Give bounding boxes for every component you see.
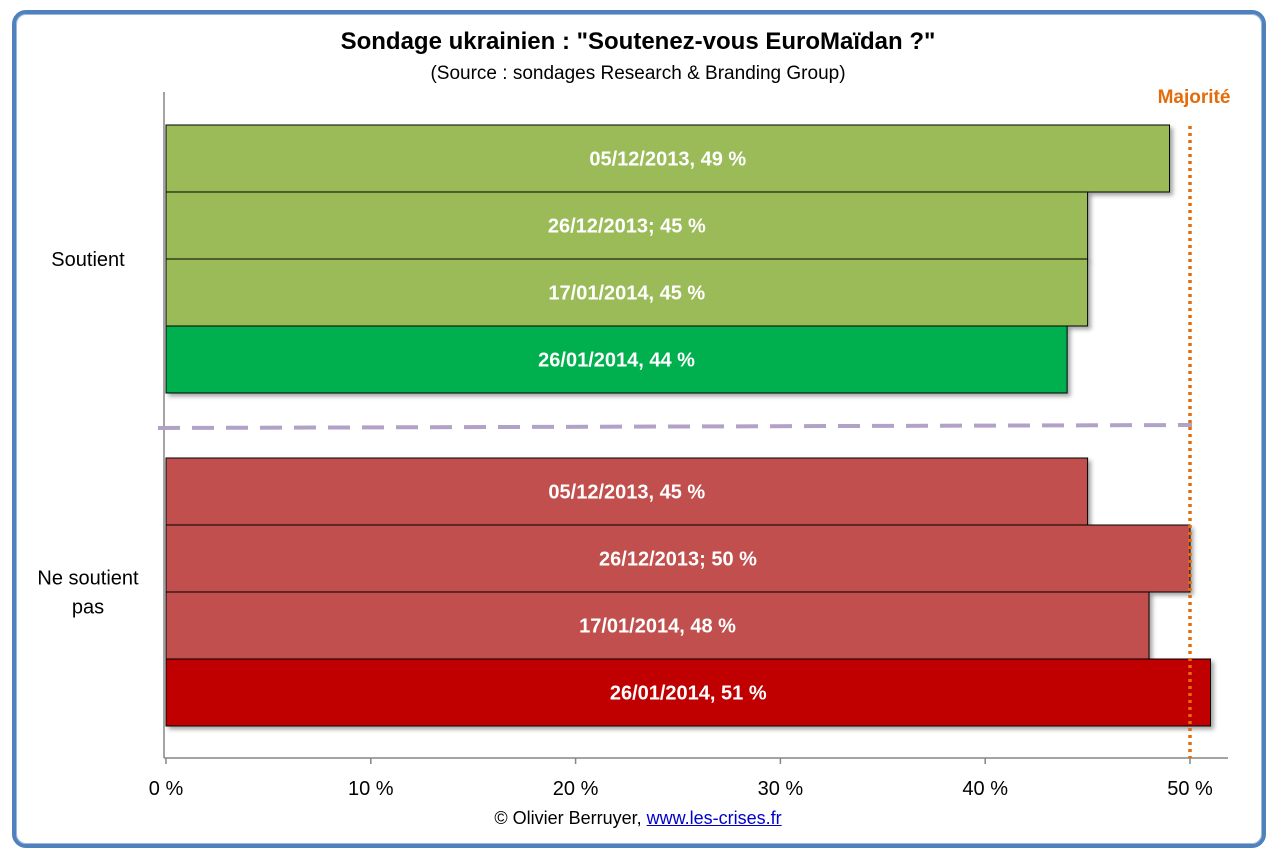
x-tick-label: 30 % [758,778,804,800]
chart-title: Sondage ukrainien : "Soutenez-vous EuroM… [340,28,936,55]
bar[interactable] [165,457,1089,526]
category-label: pas [72,597,104,619]
bar[interactable] [165,524,1191,593]
x-tick-label: 0 % [149,778,184,800]
x-tick-label: 50 % [1167,778,1213,800]
bar-data-label: 26/12/2013; 45 % [548,216,706,238]
x-tick-label: 20 % [553,778,599,800]
bar[interactable] [165,325,1068,394]
category-label: Ne soutient [37,568,139,590]
bar[interactable] [165,124,1171,193]
bar[interactable] [165,591,1150,660]
bar[interactable] [165,658,1211,727]
majority-label: Majorité [1158,87,1231,108]
bar-data-label: 17/01/2014, 48 % [579,616,736,638]
bar-data-label: 17/01/2014, 45 % [548,283,705,305]
credit-line: © Olivier Berruyer, www.les-crises.fr [0,808,1276,829]
bar-data-label: 05/12/2013, 49 % [589,149,746,171]
credit-text: © Olivier Berruyer, [494,808,642,828]
group-separator-line [157,423,1193,430]
x-tick-label: 40 % [962,778,1008,800]
bar-data-label: 05/12/2013, 45 % [548,482,705,504]
bar-data-label: 26/01/2014, 44 % [538,350,695,372]
bar-data-label: 26/01/2014, 51 % [610,683,767,705]
credit-link[interactable]: www.les-crises.fr [646,808,782,828]
bar-data-label: 26/12/2013; 50 % [599,549,757,571]
category-label: Soutient [51,249,125,271]
bar[interactable] [165,191,1089,260]
x-tick-label: 10 % [348,778,394,800]
bar[interactable] [165,258,1089,327]
chart-subtitle: (Source : sondages Research & Branding G… [430,63,846,84]
